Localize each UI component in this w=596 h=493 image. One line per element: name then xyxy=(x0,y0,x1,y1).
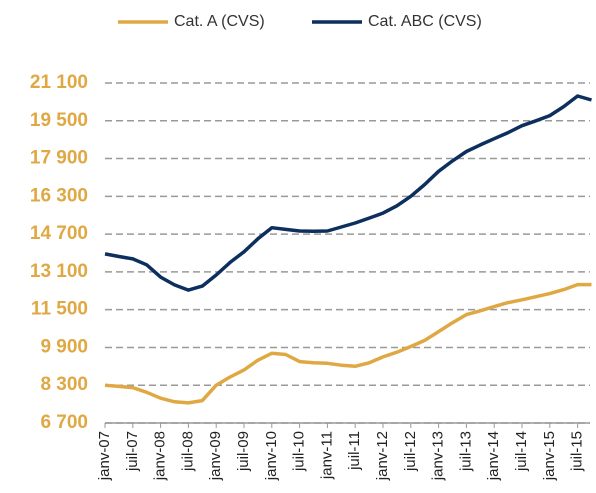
y-tick-label: 16 300 xyxy=(30,185,88,206)
y-tick-label: 6 700 xyxy=(40,412,88,433)
x-tick-label: janv-09 xyxy=(207,431,224,481)
x-tick-label: janv-08 xyxy=(152,431,169,481)
x-tick-label: juil-15 xyxy=(569,431,586,472)
x-tick-label: janv-13 xyxy=(430,431,447,481)
x-tick-label: janv-14 xyxy=(485,431,502,481)
series-line xyxy=(104,282,592,405)
x-tick-label: juil-08 xyxy=(179,431,196,472)
legend-label: Cat. A (CVS) xyxy=(174,13,265,30)
y-tick-label: 19 500 xyxy=(30,110,88,131)
x-tick-label: juil-07 xyxy=(124,431,141,472)
x-tick-label: juil-12 xyxy=(402,431,419,472)
x-tick-label: juil-11 xyxy=(346,431,363,471)
y-tick-label: 13 100 xyxy=(30,261,88,282)
series-line xyxy=(104,94,592,292)
y-tick-label: 11 500 xyxy=(31,299,88,320)
x-tick-label: janv-15 xyxy=(541,431,558,481)
x-tick-label: juil-10 xyxy=(291,431,308,472)
x-tick-label: janv-07 xyxy=(96,431,113,481)
x-tick-label: juil-13 xyxy=(457,431,474,472)
legend-label: Cat. ABC (CVS) xyxy=(368,13,482,30)
y-tick-label: 8 300 xyxy=(40,374,88,395)
x-tick-label: juil-14 xyxy=(513,431,530,472)
y-tick-label: 9 900 xyxy=(40,336,88,357)
x-tick-label: janv-10 xyxy=(263,431,280,481)
y-tick-label: 14 700 xyxy=(30,223,88,244)
x-tick-label: janv-11 xyxy=(318,431,335,480)
y-tick-label: 21 100 xyxy=(30,72,88,93)
x-tick-label: juil-09 xyxy=(235,431,252,472)
y-tick-label: 17 900 xyxy=(30,148,88,169)
x-tick-label: janv-12 xyxy=(374,431,391,481)
